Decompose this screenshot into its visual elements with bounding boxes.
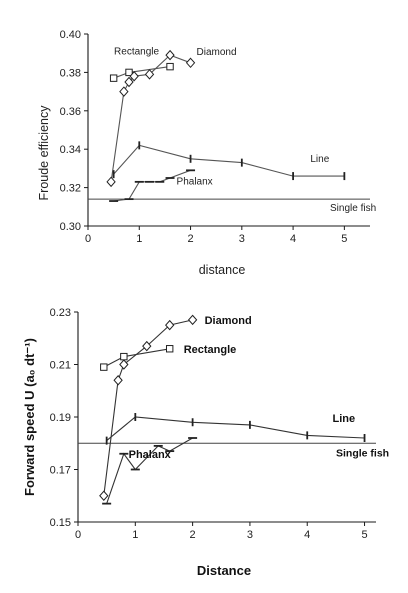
froude-efficiency-chart: Froude efficiency distance 0.30 0.32 0.34 0… (37, 29, 376, 277)
diamond-point (129, 70, 139, 82)
y-tick-label: 0.15 (50, 517, 71, 529)
rectangle-series-label: Rectangle (114, 47, 159, 58)
forward-speed-chart: Forward speed U (a₀ dt⁻¹) Distance 0.15 0… (22, 307, 389, 578)
y-axis-title: Froude efficiency (37, 105, 51, 201)
diamond-point (165, 49, 175, 61)
rectangle-point (100, 363, 108, 371)
x-tick-label: 1 (132, 529, 138, 541)
rectangle-point (165, 345, 174, 353)
x-tick-label: 0 (75, 529, 81, 541)
x-tick-label: 1 (136, 233, 142, 245)
line-series-label: Line (310, 154, 329, 165)
y-tick-label: 0.30 (60, 221, 81, 233)
rectangle-point (109, 74, 118, 82)
x-tick-label: 4 (304, 529, 310, 541)
phalanx-series-label: Phalanx (177, 176, 213, 187)
diamond-point (113, 374, 123, 386)
line-series-line (113, 144, 345, 177)
x-axis-title: distance (199, 263, 246, 277)
x-tick-label: 2 (190, 529, 196, 541)
y-tick-label: 0.38 (60, 67, 81, 79)
diamond-point (106, 176, 116, 188)
diamond-point (187, 314, 198, 326)
diamond-point (144, 69, 155, 80)
y-tick-label: 0.23 (50, 307, 71, 319)
y-tick-label: 0.34 (60, 144, 81, 156)
line-series-line (106, 416, 365, 442)
y-tick-label: 0.40 (60, 29, 81, 41)
line-series-label: Line (333, 413, 356, 425)
x-tick-label: 5 (361, 529, 367, 541)
diamond-point (119, 86, 129, 97)
x-tick-label: 5 (341, 233, 347, 245)
rectangle-series-line (113, 66, 171, 79)
rectangle-series-label: Rectangle (184, 344, 237, 356)
diamond-point (124, 76, 134, 88)
y-tick-label: 0.19 (50, 412, 71, 424)
y-tick-label: 0.17 (50, 465, 71, 477)
diamond-point (165, 319, 175, 331)
y-axis-title: Forward speed U (a₀ dt⁻¹) (22, 338, 37, 496)
rectangle-point (166, 62, 174, 71)
diamond-point (119, 359, 129, 370)
diamond-series-label: Diamond (197, 47, 237, 58)
single-fish-label: Single fish (330, 203, 376, 214)
diamond-series-label: Diamond (205, 315, 252, 327)
rectangle-point (120, 352, 128, 361)
x-axis-title: Distance (197, 563, 251, 578)
phalanx-series-line (106, 437, 193, 504)
x-tick-label: 3 (247, 529, 253, 541)
rectangle-series-line (103, 348, 170, 368)
diamond-point (99, 490, 109, 502)
y-tick-label: 0.21 (50, 360, 71, 372)
x-tick-label: 3 (239, 233, 245, 245)
phalanx-series-label: Phalanx (129, 449, 172, 461)
x-tick-label: 4 (290, 233, 296, 245)
single-fish-label: Single fish (336, 447, 389, 459)
x-tick-label: 0 (85, 233, 91, 245)
diamond-point (185, 57, 196, 69)
rectangle-point (125, 68, 133, 77)
x-tick-label: 2 (187, 233, 193, 245)
y-tick-label: 0.32 (60, 183, 81, 195)
y-tick-label: 0.36 (60, 106, 81, 118)
diamond-point (142, 340, 152, 352)
